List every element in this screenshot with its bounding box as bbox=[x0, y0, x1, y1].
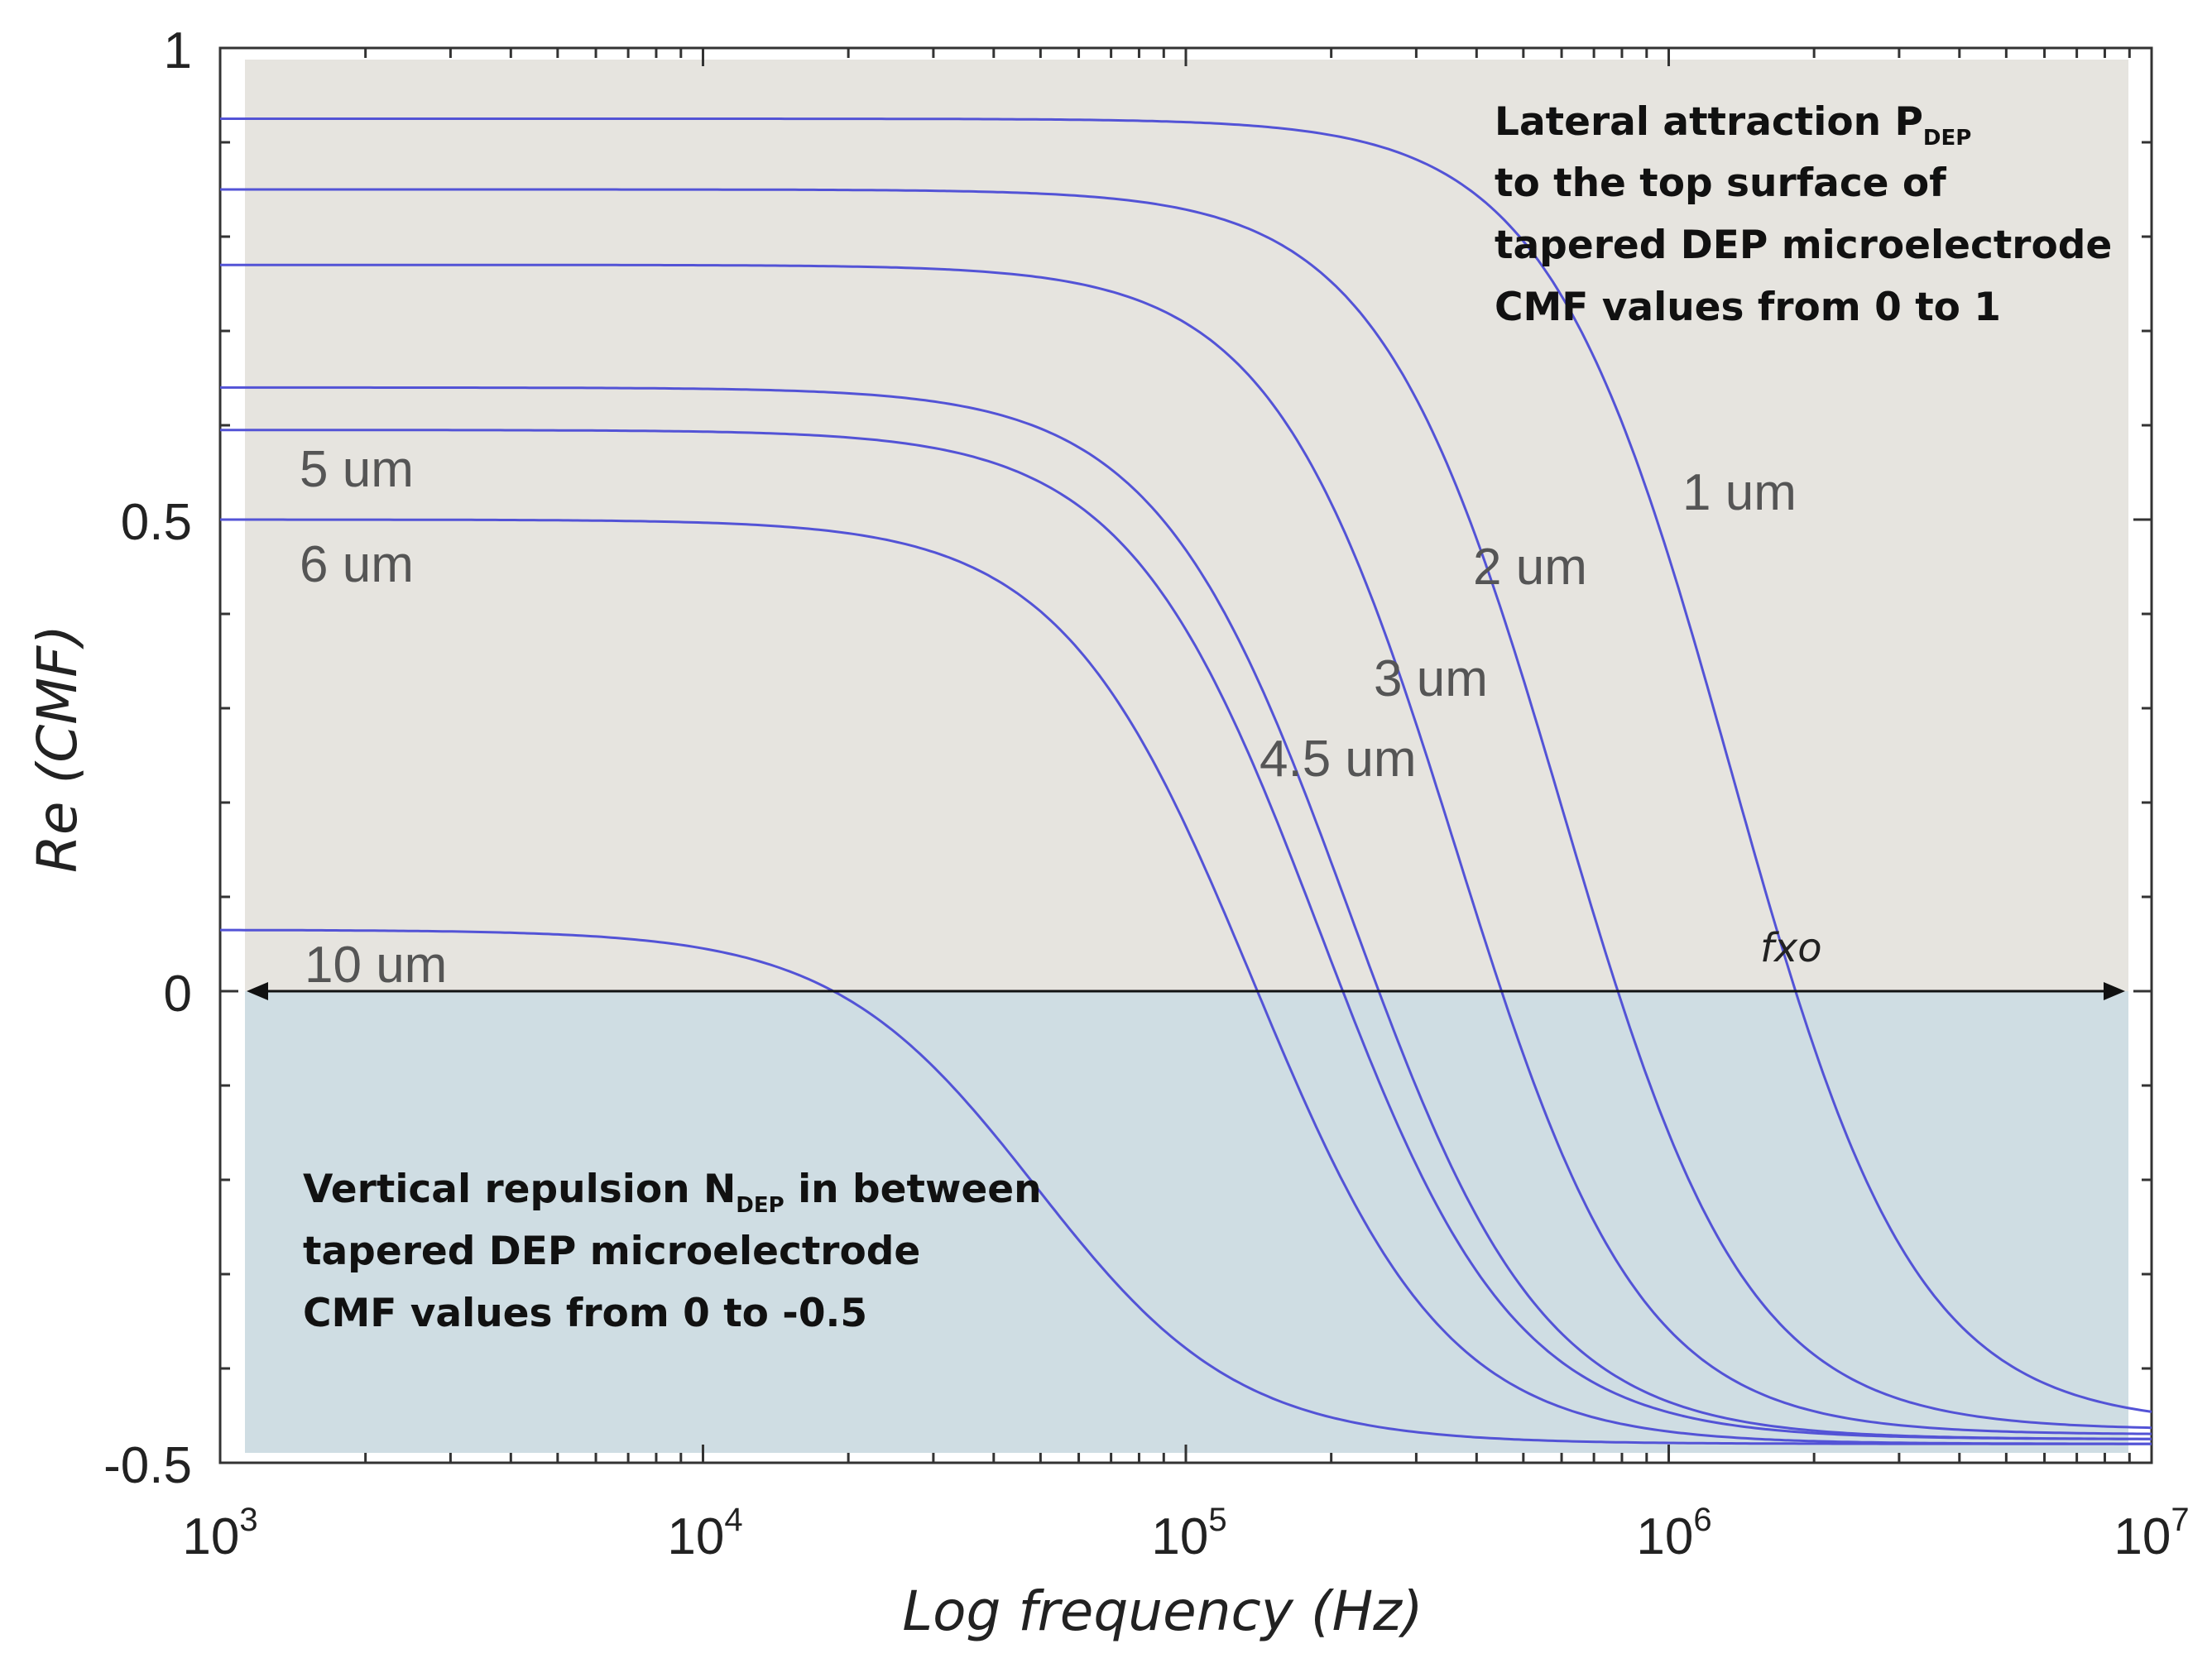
x-tick-base: 10 bbox=[667, 1508, 724, 1565]
x-tick-base: 10 bbox=[2114, 1508, 2171, 1565]
annotation-bottom-line1-rest: in between bbox=[785, 1167, 1042, 1212]
annotation-top-line3: tapered DEP microelectrode bbox=[1495, 223, 2112, 268]
curve-label-10um: 10 um bbox=[305, 937, 447, 994]
x-tick-base: 10 bbox=[1636, 1508, 1693, 1565]
curve-label-4.5um: 4.5 um bbox=[1260, 731, 1417, 788]
x-axis-title: Log frequency (Hz) bbox=[902, 1579, 1423, 1643]
y-axis-title: Re (CMF) bbox=[26, 625, 89, 873]
series-group bbox=[220, 117, 2152, 1445]
annotation-bottom-line1-main: Vertical repulsion N bbox=[303, 1167, 736, 1212]
annotation-top-line2: to the top surface of bbox=[1495, 161, 1946, 206]
zero-crossing-arrow bbox=[247, 982, 2125, 1000]
arrow-right-head bbox=[2104, 982, 2125, 1000]
series-line-1um bbox=[220, 117, 2152, 1413]
annotation-top-line1-main: Lateral attraction P bbox=[1495, 99, 1923, 145]
annotation-top-line1: Lateral attraction PDEP bbox=[1495, 99, 1971, 151]
series-line-3um bbox=[220, 263, 2152, 1435]
y-tick-label-neg0.5: -0.5 bbox=[103, 1437, 192, 1494]
x-tick-exp: 5 bbox=[1208, 1502, 1226, 1538]
curve-label-2um: 2 um bbox=[1473, 539, 1587, 596]
series-line-5um bbox=[220, 429, 2152, 1440]
x-tick-label-1e6: 106 bbox=[1636, 1502, 1711, 1565]
series-line-2um bbox=[220, 188, 2152, 1430]
series-line-6um bbox=[220, 518, 2152, 1445]
curve-label-1um: 1 um bbox=[1682, 464, 1797, 521]
series-line-10um bbox=[220, 928, 2152, 1445]
x-tick-label-1e3: 103 bbox=[182, 1502, 257, 1565]
x-tick-label-1e4: 104 bbox=[667, 1502, 742, 1565]
annotation-bottom-line1: Vertical repulsion NDEP in between bbox=[303, 1167, 1042, 1218]
curve-label-6um: 6 um bbox=[300, 536, 414, 593]
curve-label-3um: 3 um bbox=[1374, 650, 1488, 707]
y-tick-label-0: 0 bbox=[164, 966, 192, 1023]
annotation-bottom-line1-sub: DEP bbox=[736, 1193, 784, 1218]
x-tick-exp: 3 bbox=[239, 1502, 257, 1538]
annotation-top-line1-sub: DEP bbox=[1923, 126, 1971, 151]
x-tick-exp: 4 bbox=[724, 1502, 742, 1538]
y-tick-label-0.5: 0.5 bbox=[121, 494, 192, 551]
x-tick-base: 10 bbox=[1151, 1508, 1208, 1565]
curve-label-5um: 5 um bbox=[300, 441, 414, 498]
positive-region bbox=[245, 60, 2128, 991]
negative-region bbox=[245, 991, 2128, 1453]
fxo-label: fxo bbox=[1760, 925, 1822, 971]
x-tick-exp: 7 bbox=[2171, 1502, 2189, 1538]
annotation-bottom-line2: tapered DEP microelectrode bbox=[303, 1229, 920, 1274]
arrow-left-head bbox=[247, 982, 268, 1000]
axis-ticks bbox=[218, 46, 2153, 1464]
series-line-4-5um bbox=[220, 386, 2152, 1440]
y-tick-label-1: 1 bbox=[164, 22, 192, 79]
x-tick-exp: 6 bbox=[1693, 1502, 1711, 1538]
x-tick-label-1e7: 107 bbox=[2114, 1502, 2189, 1565]
x-tick-label-1e5: 105 bbox=[1151, 1502, 1226, 1565]
x-tick-base: 10 bbox=[182, 1508, 239, 1565]
annotation-bottom-line3: CMF values from 0 to -0.5 bbox=[303, 1291, 867, 1336]
annotation-top-line4: CMF values from 0 to 1 bbox=[1495, 285, 2001, 330]
